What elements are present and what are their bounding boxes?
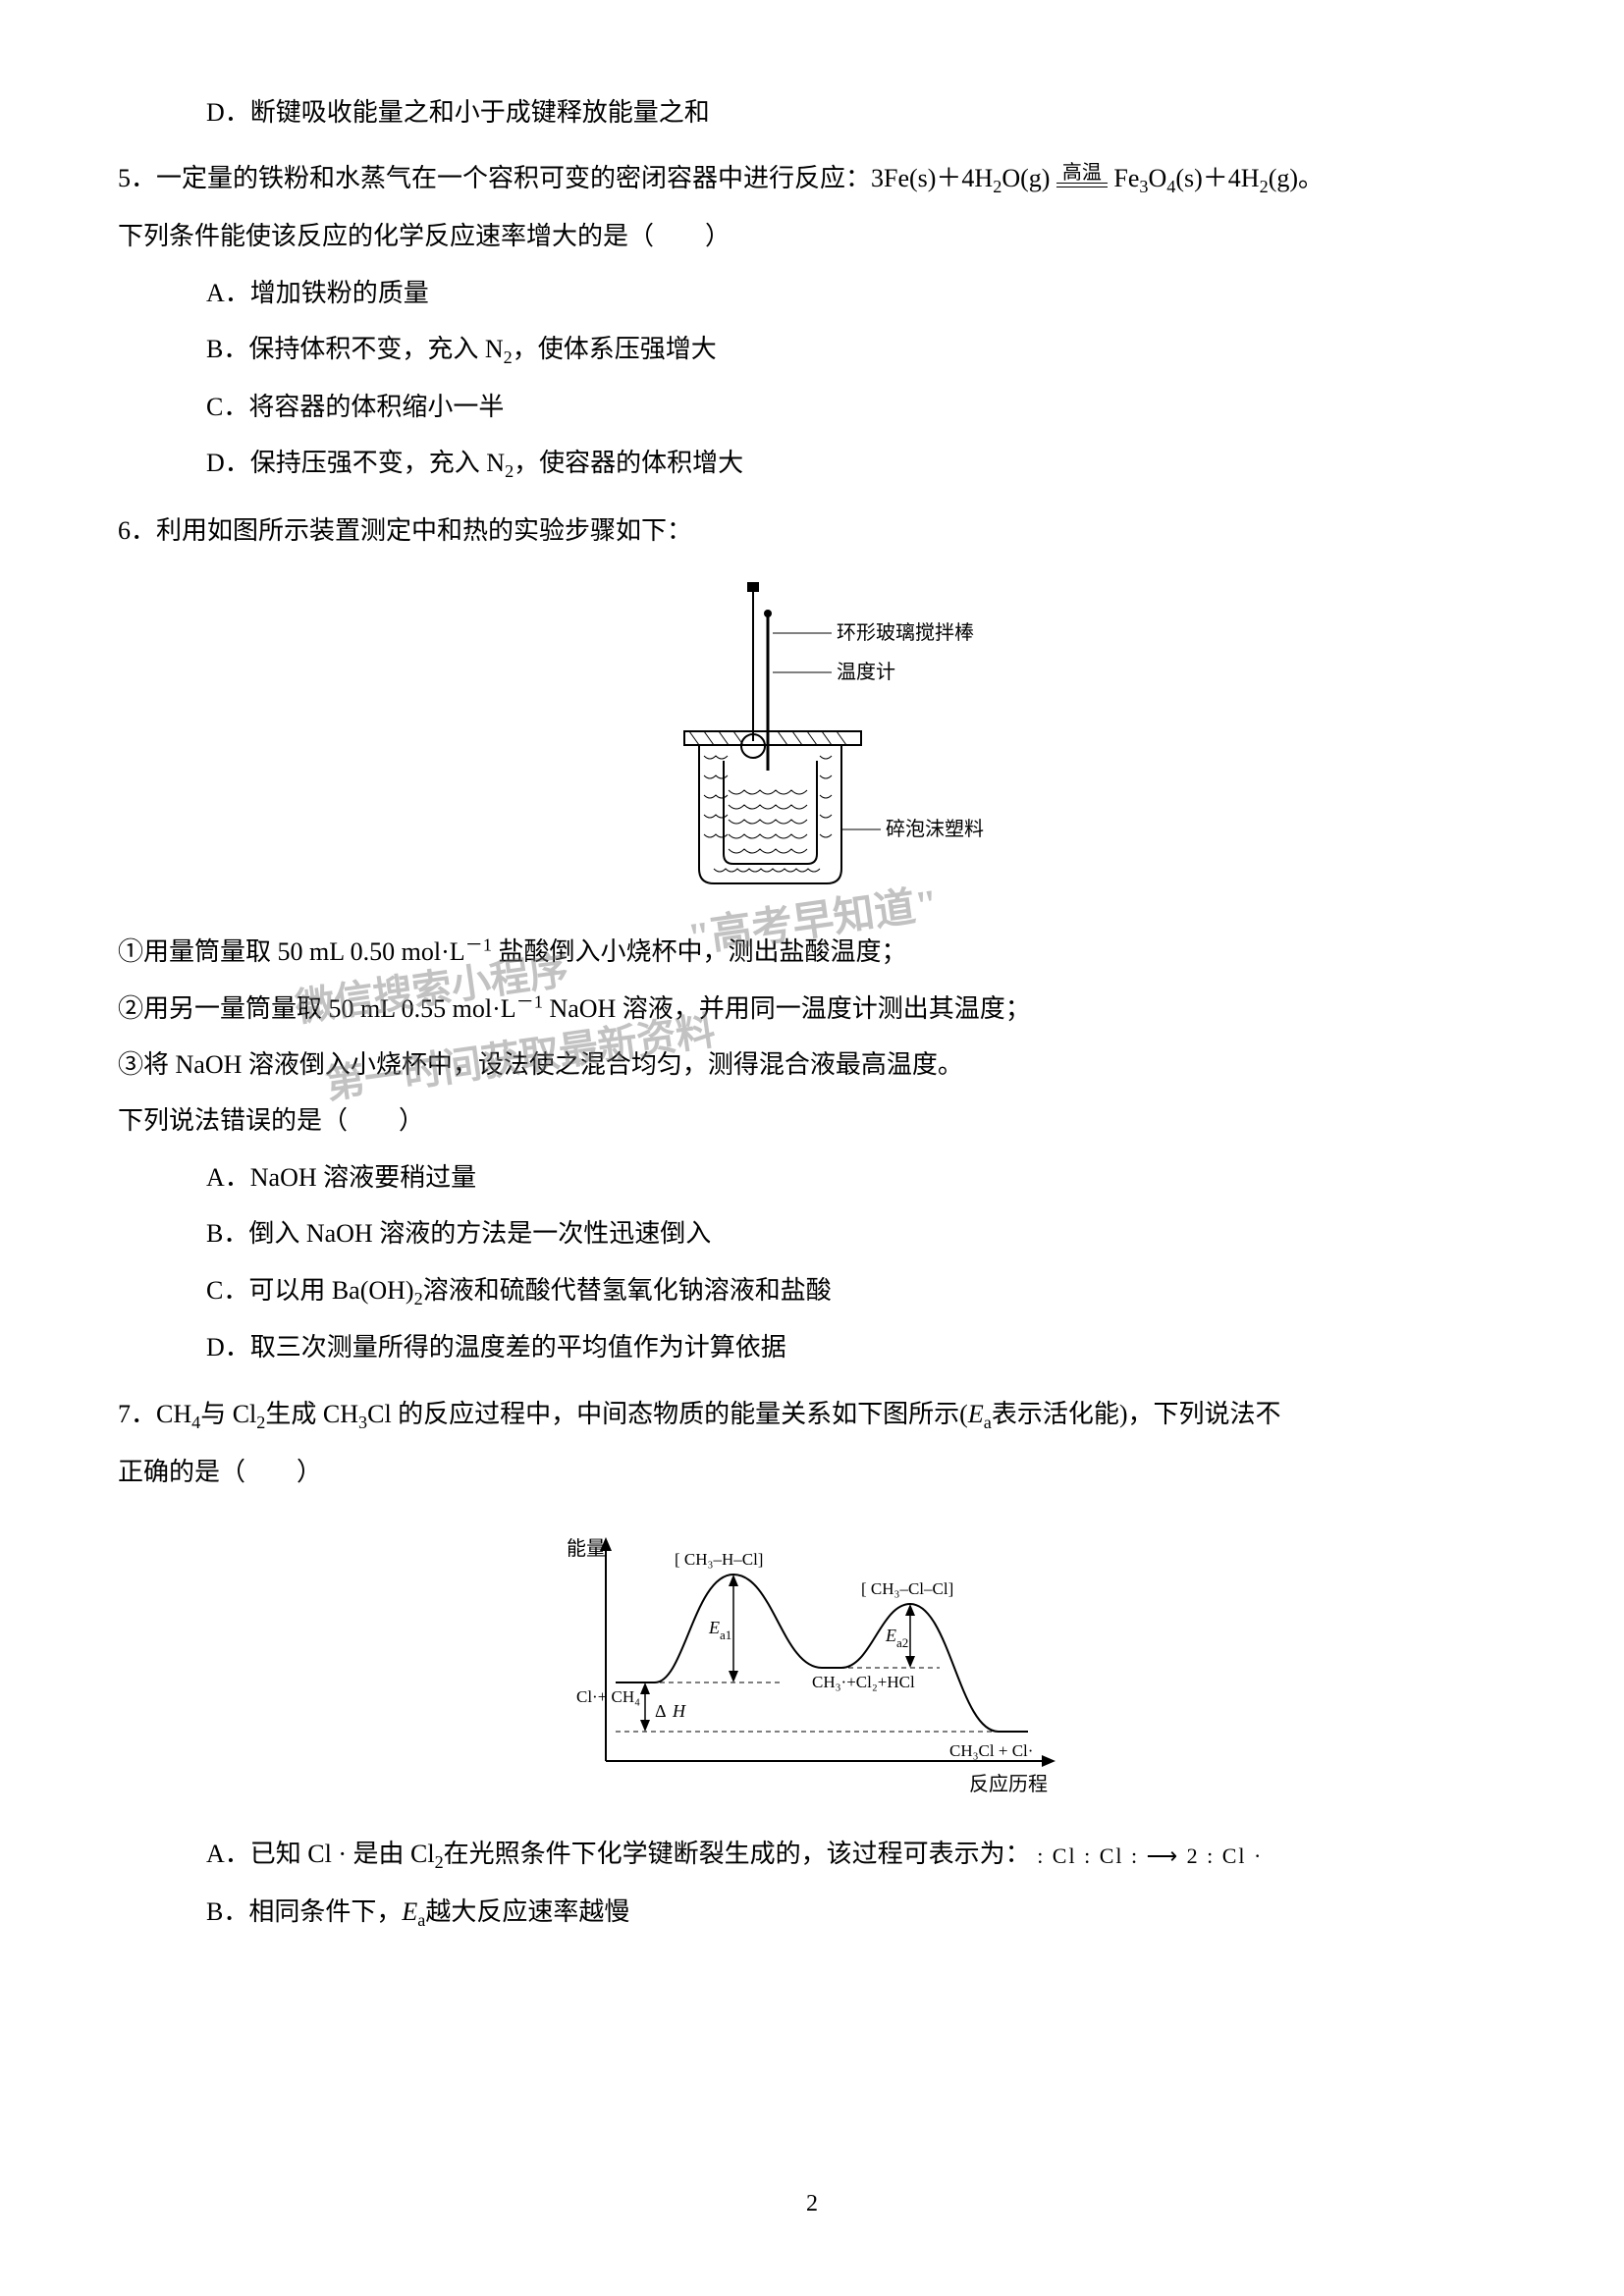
q6-step1: ①用量筒量取 50 mL 0.50 mol·L－1 盐酸倒入小烧杯中，测出盐酸温… bbox=[118, 928, 1506, 976]
q7-stem2: 正确的是（ ） bbox=[118, 1448, 1506, 1496]
q7-option-b: B．相同条件下，Ea越大反应速率越慢 bbox=[118, 1888, 1506, 1938]
q7-stem-b: 与 Cl bbox=[200, 1400, 256, 1428]
q6-step2-b: NaOH 溶液，并用同一温度计测出其温度； bbox=[543, 994, 1031, 1023]
q6-step1-a: ①用量筒量取 50 mL 0.50 mol·L bbox=[118, 937, 465, 966]
q6-optc-a: C．可以用 Ba(OH) bbox=[206, 1276, 414, 1305]
q5-stem-e: (s)＋4H bbox=[1175, 164, 1259, 192]
svg-text:a1: a1 bbox=[720, 1628, 731, 1642]
q6-figure: 环形玻璃搅拌棒 温度计 bbox=[118, 574, 1506, 908]
sub-n2b: 2 bbox=[505, 461, 514, 481]
q5-option-c: C．将容器的体积缩小一半 bbox=[118, 383, 1506, 431]
page-number: 2 bbox=[0, 2182, 1624, 2227]
q5-gaowen: 高温 bbox=[1056, 163, 1108, 184]
q5-stem-f: (g)。 bbox=[1269, 164, 1324, 192]
svg-text:[ CH₃–H–Cl]: [ CH₃–H–Cl] bbox=[675, 1550, 763, 1569]
q5-optd-a: D．保持压强不变，充入 N bbox=[206, 449, 505, 477]
q7-stem-c: 生成 CH bbox=[265, 1400, 358, 1428]
sub-3: 3 bbox=[1139, 178, 1148, 197]
q6-step2: ②用另一量筒量取 50 mL 0.55 mol·L－1 NaOH 溶液，并用同一… bbox=[118, 985, 1506, 1033]
ea-italic: E bbox=[968, 1400, 984, 1428]
sub-2e: 2 bbox=[435, 1852, 444, 1872]
q5-optb-b: ，使体系压强增大 bbox=[513, 335, 717, 363]
sub-2b: 2 bbox=[1260, 178, 1269, 197]
q5-stem2: 下列条件能使该反应的化学反应速率增大的是（ ） bbox=[118, 212, 1506, 260]
q6-option-c: C．可以用 Ba(OH)2溶液和硫酸代替氢氧化钠溶液和盐酸 bbox=[118, 1266, 1506, 1316]
q5-stem: 5．一定量的铁粉和水蒸气在一个容积可变的密闭容器中进行反应：3Fe(s)＋4H2… bbox=[118, 154, 1506, 204]
q7-stem-a: 7．CH bbox=[118, 1400, 191, 1428]
calorimeter-diagram-icon: 环形玻璃搅拌棒 温度计 bbox=[606, 574, 1018, 908]
q5-option-b: B．保持体积不变，充入 N2，使体系压强增大 bbox=[118, 325, 1506, 375]
svg-text:CH₃Cl + Cl·: CH₃Cl + Cl· bbox=[949, 1741, 1033, 1760]
q5-stem-c: Fe bbox=[1113, 164, 1139, 192]
label-stirrer: 环形玻璃搅拌棒 bbox=[837, 621, 974, 644]
q7-stem-d: Cl 的反应过程中，中间态物质的能量关系如下图所示( bbox=[367, 1400, 968, 1428]
q7-opta-b: 在光照条件下化学键断裂生成的，该过程可表示为： bbox=[444, 1840, 1031, 1868]
q6-optc-b: 溶液和硫酸代替氢氧化钠溶液和盐酸 bbox=[423, 1276, 832, 1305]
svg-text:E: E bbox=[708, 1618, 720, 1637]
q7-option-a: A．已知 Cl · 是由 Cl2在光照条件下化学键断裂生成的，该过程可表示为： … bbox=[118, 1830, 1506, 1880]
q5-stem-b: O(g) bbox=[1001, 164, 1050, 192]
sub-n2: 2 bbox=[504, 347, 513, 367]
q6-step3: ③将 NaOH 溶液倒入小烧杯中，设法使之混合均匀，测得混合液最高温度。 bbox=[118, 1041, 1506, 1089]
q7-optb-a: B．相同条件下， bbox=[206, 1897, 402, 1926]
sub-4b: 4 bbox=[191, 1413, 200, 1432]
svg-text:能量: 能量 bbox=[567, 1537, 606, 1560]
q6-stem2: 下列说法错误的是（ ） bbox=[118, 1096, 1506, 1145]
q5-stem-d: O bbox=[1149, 164, 1167, 192]
q6-option-d: D．取三次测量所得的温度差的平均值作为计算依据 bbox=[118, 1323, 1506, 1371]
q6-option-b: B．倒入 NaOH 溶液的方法是一次性迅速倒入 bbox=[118, 1209, 1506, 1257]
q7-opta-a: A．已知 Cl · 是由 Cl bbox=[206, 1840, 435, 1868]
svg-text:H: H bbox=[672, 1701, 686, 1721]
sub-a: a bbox=[984, 1413, 992, 1432]
sup-neg1b: －1 bbox=[516, 991, 543, 1011]
sub-2: 2 bbox=[993, 178, 1001, 197]
q6-step1-b: 盐酸倒入小烧杯中，测出盐酸温度； bbox=[492, 937, 907, 966]
q6-option-a: A．NaOH 溶液要稍过量 bbox=[118, 1153, 1506, 1201]
svg-text:温度计: 温度计 bbox=[837, 661, 895, 683]
q7-stem: 7．CH4与 Cl2生成 CH3Cl 的反应过程中，中间态物质的能量关系如下图所… bbox=[118, 1390, 1506, 1440]
svg-text:碎泡沫塑料: 碎泡沫塑料 bbox=[886, 818, 984, 840]
lewis-structure: : Cl : Cl : ⟶ 2 : Cl · bbox=[1037, 1836, 1263, 1877]
energy-diagram-icon: 能量 反应历程 E a1 E a2 Δ H [ CH₃–H–Cl] [ CH₃–… bbox=[537, 1516, 1087, 1810]
q5-option-d: D．保持压强不变，充入 N2，使容器的体积增大 bbox=[118, 439, 1506, 489]
q5-stem-a: 5．一定量的铁粉和水蒸气在一个容积可变的密闭容器中进行反应：3Fe(s)＋4H bbox=[118, 164, 993, 192]
svg-text:CH₃·+Cl₂+HCl: CH₃·+Cl₂+HCl bbox=[812, 1673, 915, 1691]
svg-text:[ CH₃–Cl–Cl]: [ CH₃–Cl–Cl] bbox=[861, 1579, 953, 1598]
q5-optd-b: ，使容器的体积增大 bbox=[514, 449, 743, 477]
q7-figure: 能量 反应历程 E a1 E a2 Δ H [ CH₃–H–Cl] [ CH₃–… bbox=[118, 1516, 1506, 1810]
svg-text:a2: a2 bbox=[896, 1635, 908, 1650]
svg-text:反应历程: 反应历程 bbox=[969, 1773, 1048, 1795]
q5-optb-a: B．保持体积不变，充入 N bbox=[206, 335, 504, 363]
svg-text:Δ: Δ bbox=[655, 1701, 667, 1721]
q7-stem-e: 表示活化能)，下列说法不 bbox=[992, 1400, 1281, 1428]
sup-neg1: －1 bbox=[465, 935, 492, 955]
q4-optd-text: D．断键吸收能量之和小于成键释放能量之和 bbox=[206, 98, 710, 127]
q4-option-d: D．断键吸收能量之和小于成键释放能量之和 bbox=[118, 88, 1506, 136]
svg-text:Cl·+ CH₄: Cl·+ CH₄ bbox=[576, 1687, 640, 1706]
sub-4: 4 bbox=[1166, 178, 1175, 197]
q6-step2-a: ②用另一量筒量取 50 mL 0.55 mol·L bbox=[118, 994, 516, 1023]
sub-2c: 2 bbox=[414, 1289, 423, 1308]
q6-stem: 6．利用如图所示装置测定中和热的实验步骤如下： bbox=[118, 507, 1506, 555]
q7-optb-ea: E bbox=[402, 1897, 417, 1926]
q7-optb-b: 越大反应速率越慢 bbox=[425, 1897, 629, 1926]
sub-3b: 3 bbox=[358, 1413, 367, 1432]
q5-option-a: A．增加铁粉的质量 bbox=[118, 269, 1506, 317]
svg-text:E: E bbox=[885, 1626, 896, 1645]
